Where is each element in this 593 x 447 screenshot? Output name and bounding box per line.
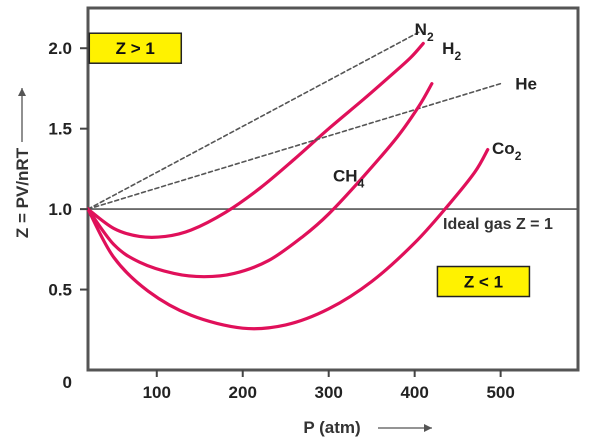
series-line-ch4 — [86, 82, 434, 279]
series-line-n2 — [87, 31, 420, 210]
x-tick-label: 400 — [400, 383, 428, 402]
region-label-z-less: Z < 1 — [464, 273, 503, 292]
y-tick-label: 2.0 — [48, 39, 72, 58]
region-box-z-greater — [88, 32, 183, 64]
region-box-z-less — [436, 265, 531, 298]
x-axis-label: P (atm) — [303, 418, 360, 437]
x-axis-arrowhead — [424, 424, 432, 432]
x-tick-label: 300 — [315, 383, 343, 402]
y-axis-label: Z = PV/nRT — [13, 147, 32, 238]
series-label-ch4: CH4 — [333, 166, 365, 190]
y-tick-label: 0.5 — [48, 281, 72, 300]
series-line-h2 — [86, 41, 425, 239]
series-label-he: He — [515, 75, 537, 94]
plot-area-frame — [86, 6, 580, 372]
region-label-z-greater: Z > 1 — [116, 39, 155, 58]
x-tick-label: 500 — [486, 383, 514, 402]
series-label-n2: N2 — [415, 20, 434, 44]
y-axis-arrowhead — [18, 88, 26, 96]
x-tick-label: 100 — [143, 383, 171, 402]
x-tick-label: 200 — [229, 383, 257, 402]
ideal-gas-label: Ideal gas Z = 1 — [443, 216, 553, 233]
series-line-he — [87, 82, 502, 210]
y-tick-label: 1.0 — [48, 200, 72, 219]
y-tick-label: 1.5 — [48, 120, 72, 139]
series-label-co2: Co2 — [492, 139, 522, 163]
series-label-h2: H2 — [442, 39, 461, 63]
series-line-co2 — [86, 147, 490, 331]
y-tick-label: 0 — [63, 373, 72, 392]
